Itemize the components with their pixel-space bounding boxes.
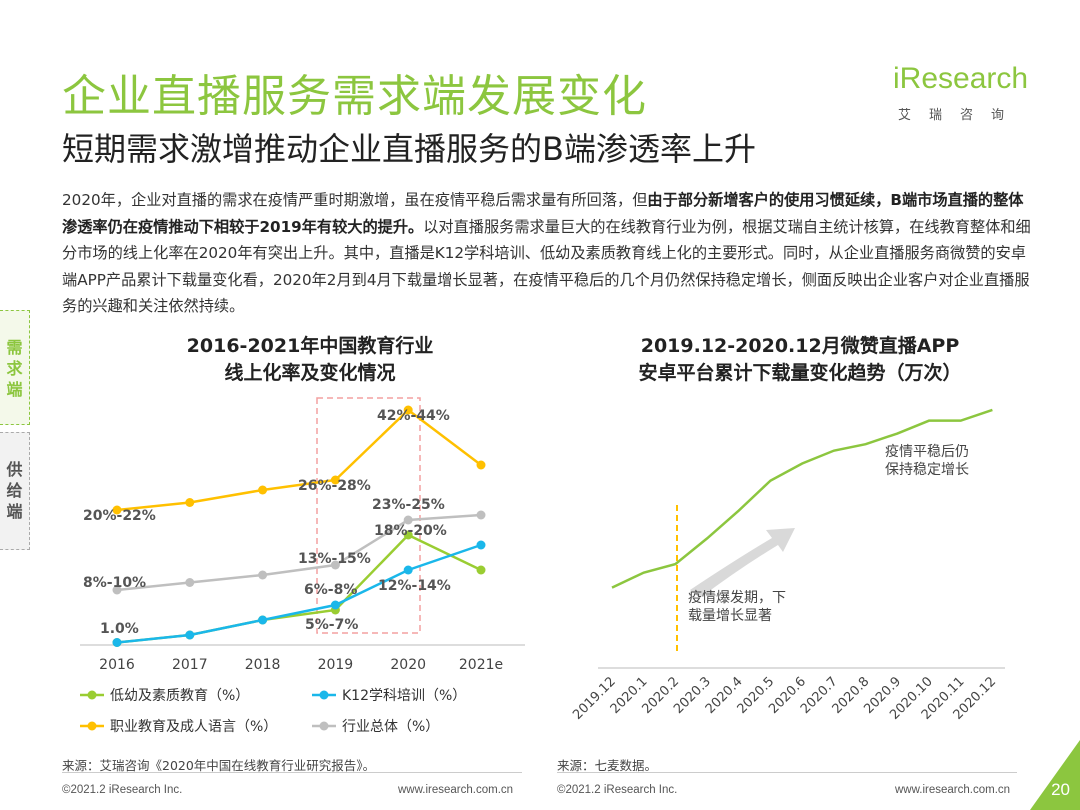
side-tab-demand[interactable]: 需求端 xyxy=(0,310,30,425)
chart1-series-1-point-2019 xyxy=(330,600,340,610)
chart1-series-1-point-2020 xyxy=(403,565,413,575)
chart1-series-2-point-2017 xyxy=(185,498,195,507)
annot-vocational-2016: 20%-22% xyxy=(83,508,156,524)
chart1-xtick-2020: 2020 xyxy=(390,657,426,673)
chart1-series-2-point-2018 xyxy=(258,485,268,495)
legend-marker-overall xyxy=(319,721,329,731)
chart1-title: 2016-2021年中国教育行业 线上化率及变化情况 xyxy=(110,333,510,387)
chart2-title-line1: 2019.12-2020.12月微赞直播APP xyxy=(640,335,960,357)
annot-stable-line1: 疫情平稳后仍 xyxy=(885,444,969,460)
annot-overall-2016: 8%-10% xyxy=(83,575,146,591)
growth-arrow-icon xyxy=(690,528,795,598)
footer-copyright-left: ©2021.2 iResearch Inc. xyxy=(62,784,183,796)
chart1-legend: 低幼及素质教育（%） K12学科培训（%） 职业教育及成人语言（%） 行业总体（… xyxy=(80,688,466,735)
chart2-title-line2: 安卓平台累计下载量变化趋势（万次） xyxy=(638,362,962,384)
body-text-bold: 由于部分新增客户的使用习惯延续，B端市场直播的整体渗透率仍在疫情推动下相较于20… xyxy=(62,191,1024,236)
annot-outbreak-line1: 疫情爆发期，下 xyxy=(688,590,786,606)
chart1-series-3-point-2016 xyxy=(112,585,122,595)
legend-marker-early-edu xyxy=(87,690,97,700)
legend-marker-k12 xyxy=(319,690,329,700)
annot-k12-2016: 1.0% xyxy=(100,621,139,637)
source-left: 来源：艾瑞咨询《2020年中国在线教育行业研究报告》。 xyxy=(62,758,376,773)
legend-label-overall: 行业总体（%） xyxy=(342,719,439,735)
chart1-xtick-2017: 2017 xyxy=(172,657,208,673)
chart1-series-2-point-2020 xyxy=(403,405,413,415)
annot-stable-line2: 保持稳定增长 xyxy=(885,462,969,478)
legend-label-early-edu: 低幼及素质教育（%） xyxy=(110,688,249,704)
chart1-series-1-point-2016 xyxy=(112,638,122,647)
body-text-1: 2020年，企业对直播的需求在疫情严重时期激增，虽在疫情平稳后需求量有所回落，但 xyxy=(62,191,648,209)
chart1-series-1-point-2017 xyxy=(185,630,195,640)
iresearch-logo-cn: 艾瑞咨询 xyxy=(898,108,1023,123)
chart1-xtick-2021e: 2021e xyxy=(459,657,503,673)
chart1-series-0-point-2021e xyxy=(476,565,486,575)
page-corner-decoration xyxy=(1030,740,1080,810)
footer-copyright-right: ©2021.2 iResearch Inc. xyxy=(557,784,678,796)
footer-url-left[interactable]: www.iresearch.com.cn xyxy=(398,784,514,796)
annot-early-2020: 18%-20% xyxy=(374,523,447,539)
footer-divider-right xyxy=(557,772,1017,773)
chart1-series-0-point-2020 xyxy=(403,530,413,540)
chart1-xtick-2019: 2019 xyxy=(318,657,354,673)
annot-vocational-2020: 42%-44% xyxy=(377,408,450,424)
annot-k12-2020: 12%-14% xyxy=(378,578,451,594)
body-text-2: 以对直播服务需求量巨大的在线教育行业为例，根据艾瑞自主统计核算，在线教育整体和细… xyxy=(62,217,1031,316)
annot-outbreak-line2: 载量增长显著 xyxy=(688,608,772,624)
annot-early-2019: 5%-7% xyxy=(305,617,358,633)
chart2-title: 2019.12-2020.12月微赞直播APP 安卓平台累计下载量变化趋势（万次… xyxy=(580,333,1020,387)
chart2-download-line xyxy=(611,408,993,589)
chart1-title-line1: 2016-2021年中国教育行业 xyxy=(186,335,434,357)
chart1-series-1-point-2021e xyxy=(476,540,486,550)
chart1-series-3-point-2019 xyxy=(330,560,340,570)
page-title: 企业直播服务需求端发展变化 xyxy=(62,71,647,122)
annot-vocational-2019: 26%-28% xyxy=(298,478,371,494)
chart2-xtick-2019-12: 2019.12 xyxy=(570,674,619,723)
legend-marker-vocational xyxy=(87,721,97,731)
annot-overall-2020: 23%-25% xyxy=(372,497,445,513)
chart1-series-2-line xyxy=(116,408,482,512)
legend-label-vocational: 职业教育及成人语言（%） xyxy=(110,719,277,735)
footer-divider-left xyxy=(62,772,522,773)
chart1-xtick-2018: 2018 xyxy=(245,657,281,673)
chart1-series-2-point-2021e xyxy=(476,460,486,470)
chart1-title-line2: 线上化率及变化情况 xyxy=(224,362,396,384)
side-tab-supply[interactable]: 供给端 xyxy=(0,432,30,550)
page-subtitle: 短期需求激增推动企业直播服务的B端渗透率上升 xyxy=(62,130,756,168)
iresearch-logo: iResearch xyxy=(893,62,1029,95)
chart1-xtick-2016: 2016 xyxy=(99,657,135,673)
body-paragraph: 2020年，企业对直播的需求在疫情严重时期激增，虽在疫情平稳后需求量有所回落，但… xyxy=(62,187,1037,320)
source-right: 来源：七麦数据。 xyxy=(557,758,658,773)
chart1-series-1-point-2018 xyxy=(258,615,268,625)
chart1-series-3-point-2018 xyxy=(258,570,268,580)
highlight-box-2019-2020 xyxy=(316,397,421,634)
page-number: 20 xyxy=(1051,780,1070,799)
chart1-series-2-point-2016 xyxy=(112,505,122,515)
footer-url-right[interactable]: www.iresearch.com.cn xyxy=(895,784,1011,796)
chart1-series-2-point-2019 xyxy=(330,475,340,485)
annot-overall-2019: 13%-15% xyxy=(298,551,371,567)
chart1-series-3-line xyxy=(116,513,482,592)
annot-k12-2019: 6%-8% xyxy=(304,582,357,598)
chart1-series-1-line xyxy=(116,543,482,644)
legend-label-k12: K12学科培训（%） xyxy=(342,688,466,704)
chart1-series-3-point-2017 xyxy=(185,578,195,587)
chart1-series-3-point-2021e xyxy=(476,510,486,520)
chart1-series-3-point-2020 xyxy=(403,515,413,525)
